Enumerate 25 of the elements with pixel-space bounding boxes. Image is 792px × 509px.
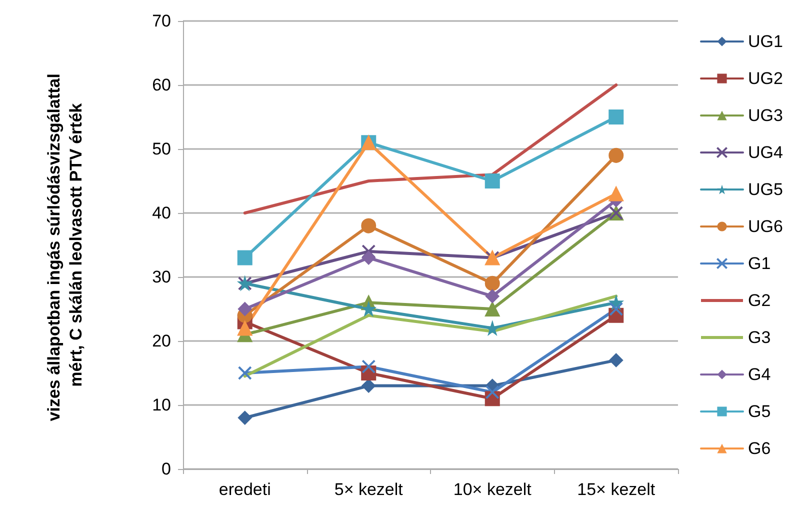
legend-label: G6 [748,439,771,458]
y-tick-label: 0 [162,460,171,478]
legend-label: UG5 [748,180,783,199]
y-tick-label: 40 [152,204,171,222]
y-tick-label: 60 [152,76,171,94]
x-tick-label: 10× kezelt [453,480,532,499]
y-tick-label: 20 [152,332,171,350]
y-axis-title: vizes állapotban ingás súrlódásvizsgálattal mért, C skálán leolvasott PTV érték [44,68,86,422]
legend-label: G3 [748,328,771,347]
legend-label: UG1 [748,32,783,51]
x-tick-label: 5× kezelt [334,480,404,499]
y-tick-label: 50 [152,140,171,158]
legend-label: UG4 [748,143,783,162]
legend-label: G2 [748,291,771,310]
y-tick-label: 70 [152,12,171,30]
x-tick-label: 15× kezelt [577,480,656,499]
y-tick-label: 10 [152,396,171,414]
legend-label: G1 [748,254,771,273]
x-tick-label: eredeti [218,480,271,499]
legend-label: G5 [748,402,771,421]
legend-label: G4 [748,365,771,384]
legend-label: UG3 [748,106,783,125]
y-tick-label: 30 [152,268,171,286]
legend-label: UG6 [748,217,783,236]
legend-label: UG2 [748,69,783,88]
